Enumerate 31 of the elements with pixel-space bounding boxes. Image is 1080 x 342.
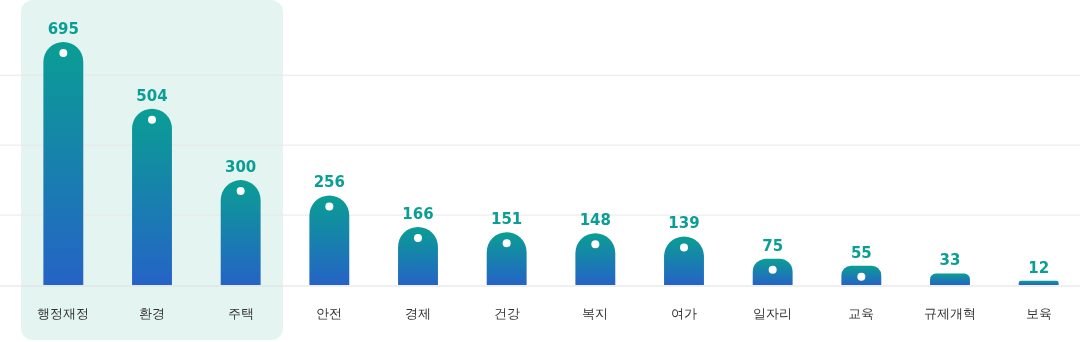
bar — [43, 42, 84, 285]
data-label: 55 — [850, 243, 872, 262]
data-label: 33 — [939, 251, 961, 270]
data-label: 504 — [136, 86, 168, 105]
data-label: 151 — [491, 210, 523, 229]
x-tick-label: 안전 — [316, 306, 343, 321]
x-tick-label: 보육 — [1025, 306, 1052, 321]
data-label: 695 — [47, 20, 79, 38]
data-label: 300 — [225, 158, 257, 177]
bar — [220, 180, 261, 285]
data-label: 148 — [579, 211, 611, 230]
data-label: 166 — [402, 204, 434, 223]
x-tick-label: 환경 — [139, 306, 165, 321]
bar — [841, 265, 882, 285]
bar — [132, 108, 172, 285]
bar — [309, 195, 350, 285]
x-tick-label: 행정재정 — [37, 306, 90, 321]
x-tick-label: 경제 — [405, 306, 431, 321]
x-tick-label: 일자리 — [753, 306, 793, 321]
x-tick-label: 복지 — [582, 306, 609, 321]
x-tick-label: 여가 — [671, 306, 697, 321]
x-tick-label: 규제개혁 — [924, 306, 976, 321]
x-tick-label: 건강 — [493, 306, 520, 321]
bar — [1018, 280, 1059, 285]
data-label: 256 — [313, 173, 345, 192]
data-label: 75 — [762, 236, 784, 255]
data-label: 139 — [668, 214, 700, 233]
data-label: 12 — [1028, 258, 1050, 277]
bar — [930, 273, 970, 285]
x-tick-label: 교육 — [848, 306, 875, 321]
x-tick-label: 주택 — [227, 306, 254, 321]
